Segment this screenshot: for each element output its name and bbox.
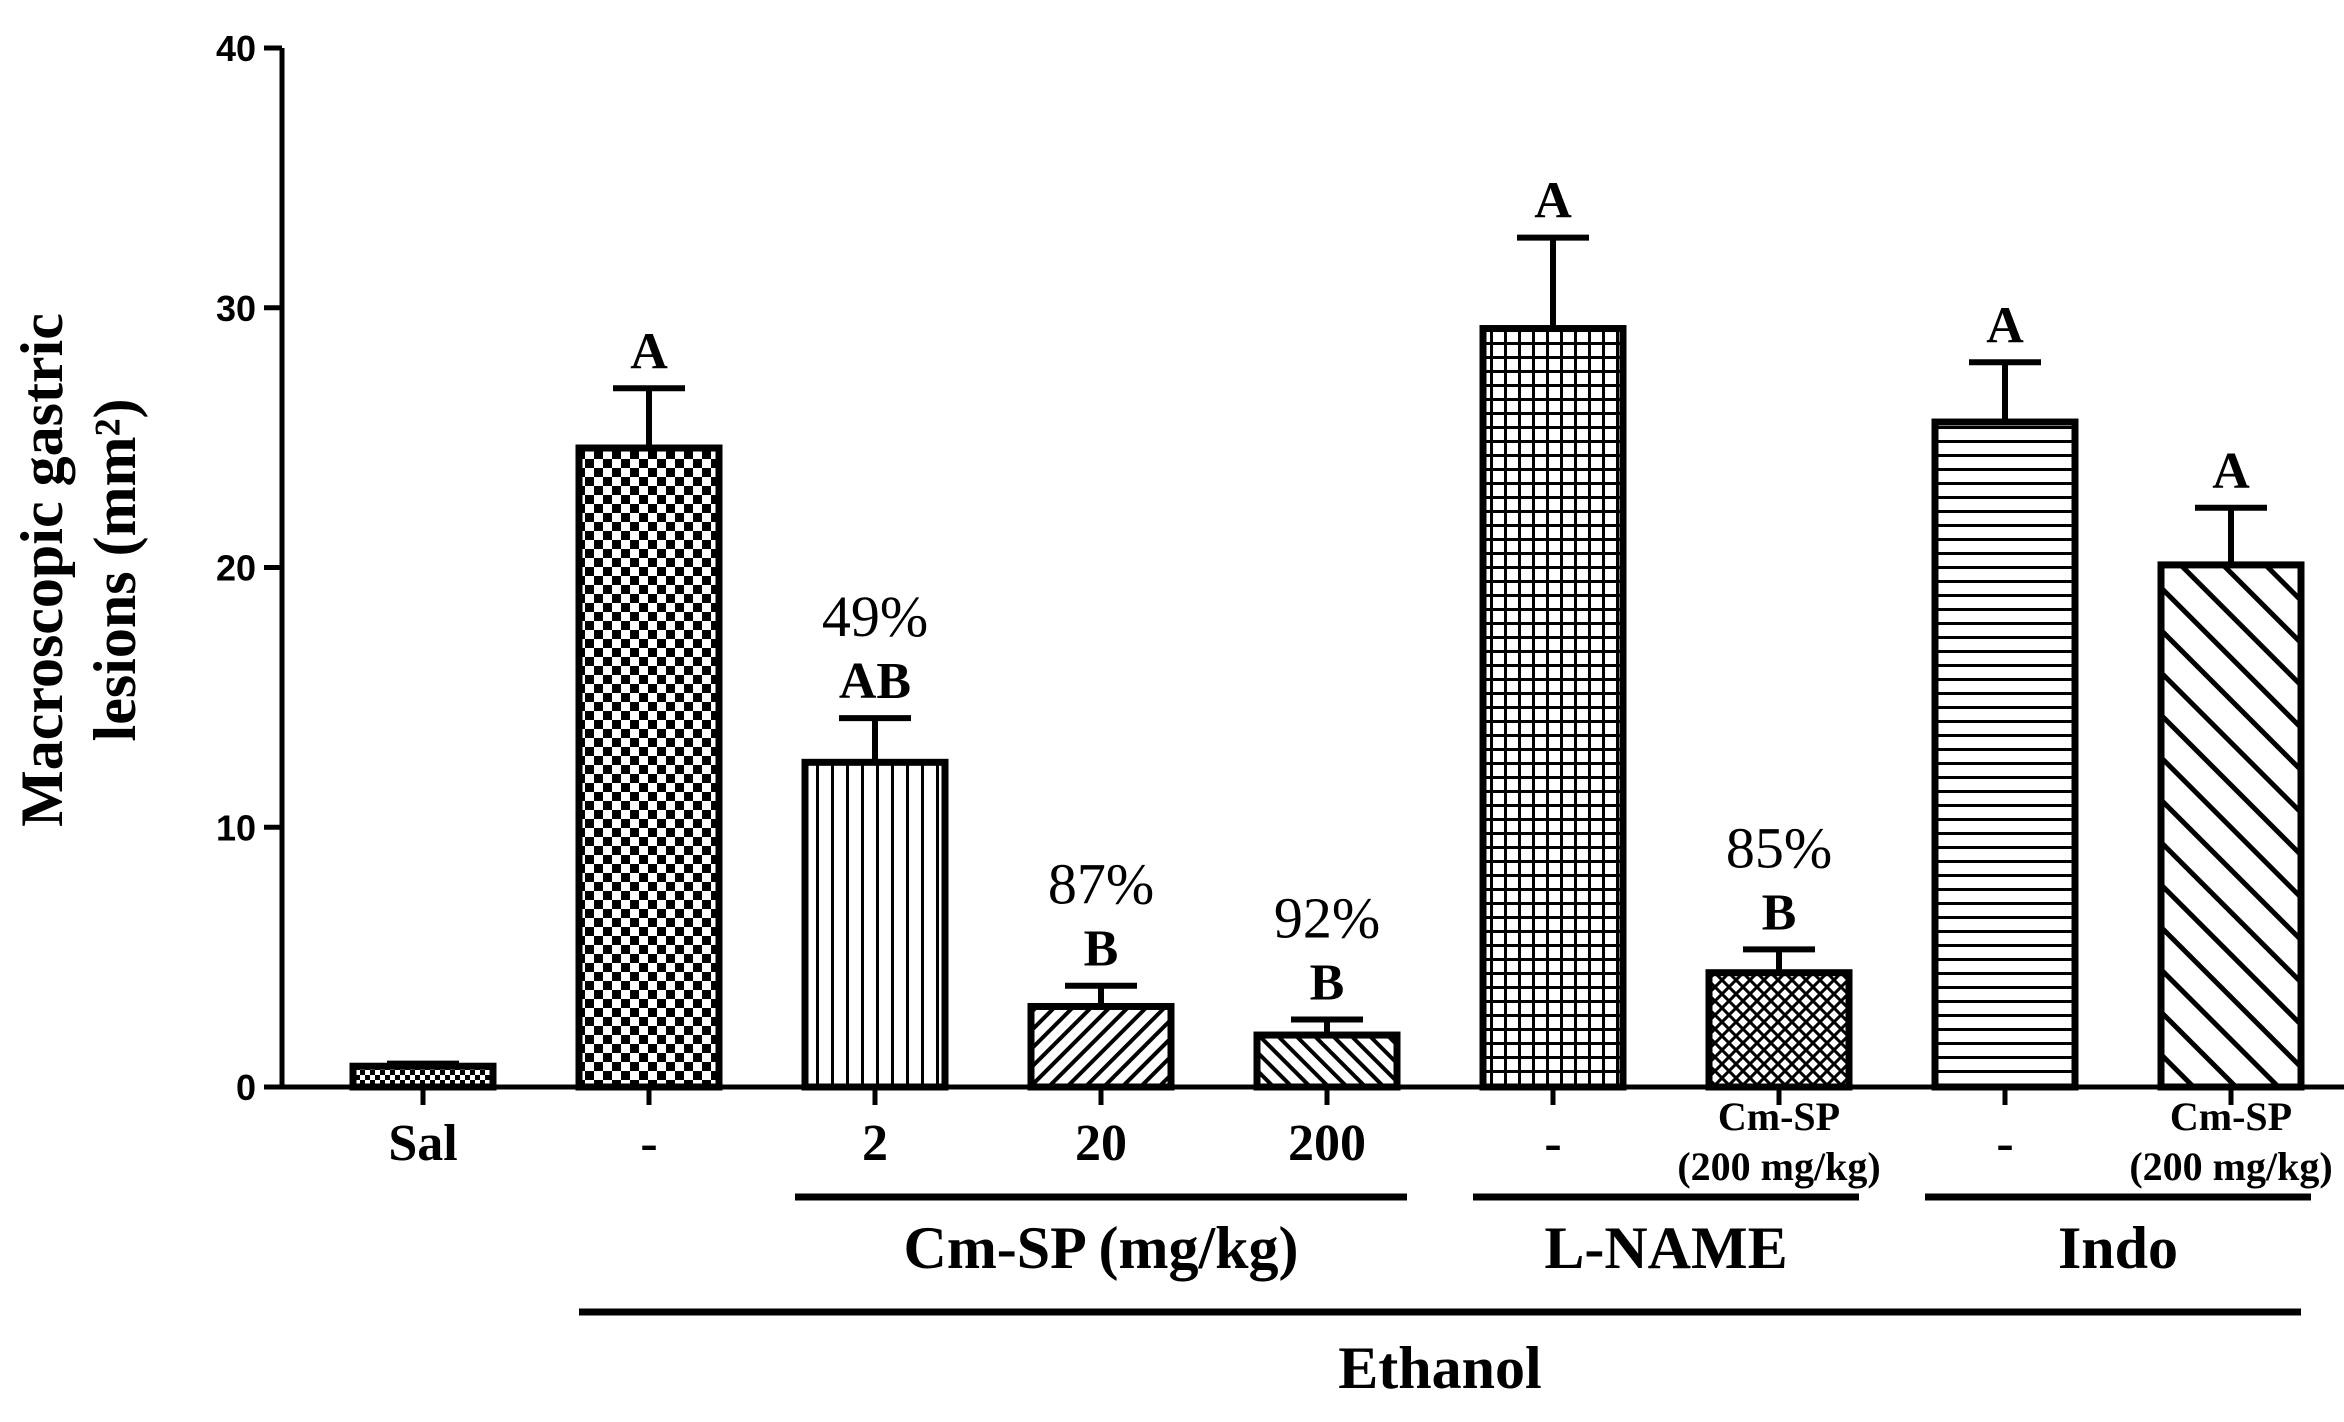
bar	[349, 1062, 497, 1091]
x-category-sublabel: (200 mg/kg)	[2129, 1144, 2332, 1189]
bar-series	[349, 234, 2305, 1091]
x-category-label: -	[1996, 1115, 2013, 1172]
y-tick-label: 0	[236, 1067, 256, 1108]
significance-label: A	[1534, 173, 1572, 230]
significance-label: B	[1084, 921, 1119, 978]
significance-label: AB	[839, 653, 911, 710]
y-tick-label: 10	[216, 807, 256, 848]
y-tick-label: 30	[216, 288, 256, 329]
x-category-label: -	[640, 1115, 657, 1172]
x-category-label: 20	[1075, 1115, 1127, 1172]
group-brackets: Cm-SP (mg/kg) L-NAME Indo Ethanol	[579, 1193, 2311, 1401]
bar	[2157, 561, 2305, 1091]
bar	[1253, 1031, 1401, 1091]
inhibition-percent: 92%	[1274, 885, 1380, 950]
group-label: L-NAME	[1544, 1215, 1787, 1281]
group-label: Ethanol	[1338, 1335, 1541, 1401]
significance-label: A	[1986, 297, 2024, 354]
x-category-label: -	[1544, 1115, 1561, 1172]
bar	[1705, 969, 1853, 1091]
y-axis: 0 10 20 30 40	[216, 28, 285, 1108]
group-label: Indo	[2058, 1215, 2178, 1281]
group-label: Cm-SP (mg/kg)	[904, 1215, 1299, 1281]
bar	[1479, 325, 1627, 1091]
bar	[801, 758, 949, 1091]
x-category-label: 2	[862, 1115, 888, 1172]
x-category-label: Cm-SP	[2170, 1094, 2292, 1139]
bar	[1027, 1002, 1175, 1091]
x-category-label: 200	[1288, 1115, 1366, 1172]
inhibition-percent: 87%	[1048, 852, 1154, 917]
bar	[1931, 418, 2079, 1091]
x-category-sublabel: (200 mg/kg)	[1677, 1144, 1880, 1189]
significance-label: A	[630, 323, 668, 380]
bar	[575, 444, 723, 1091]
inhibition-percent: 49%	[822, 584, 928, 649]
x-category-label: Cm-SP	[1718, 1094, 1840, 1139]
y-axis-label-line1: Macroscopic gastric	[9, 313, 75, 827]
y-tick-label: 20	[216, 548, 256, 589]
significance-label: B	[1310, 954, 1345, 1011]
y-tick-label: 40	[216, 28, 256, 69]
x-category-label: Sal	[388, 1115, 457, 1172]
inhibition-percent: 85%	[1726, 815, 1832, 880]
x-category-labels: Sal - 2 20 200 - Cm-SP (200 mg/kg) - Cm-SP (200 mg…	[388, 1094, 2332, 1189]
y-axis-label-line2: lesions (mm²)	[82, 399, 148, 742]
significance-label: B	[1762, 884, 1797, 941]
significance-label: A	[2212, 443, 2250, 500]
